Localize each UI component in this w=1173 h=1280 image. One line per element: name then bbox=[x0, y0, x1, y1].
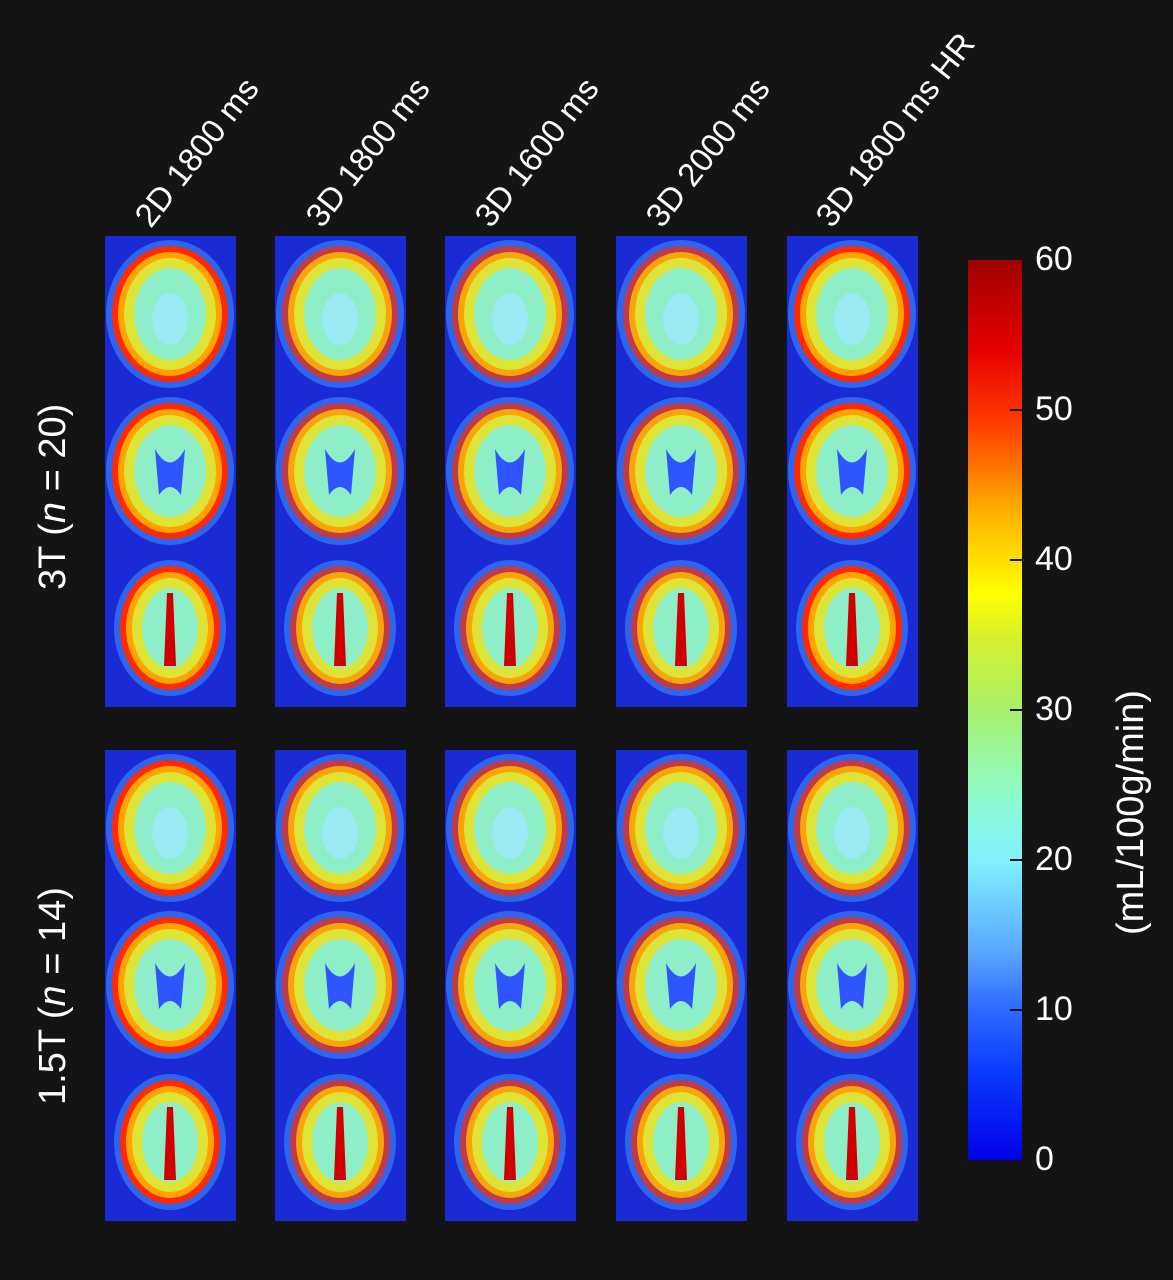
colorbar-tick-label: 30 bbox=[1035, 690, 1073, 728]
slice-middle bbox=[276, 911, 404, 1059]
slice-superior bbox=[284, 560, 396, 696]
slice-superior bbox=[284, 1074, 396, 1210]
brain-slices-image bbox=[276, 240, 404, 696]
slice-middle bbox=[106, 397, 234, 545]
brain-panel-3t-col4 bbox=[616, 236, 747, 707]
slice-superior bbox=[114, 560, 226, 696]
column-header-3d-1800-hr: 3D 1800 ms HR bbox=[808, 25, 982, 234]
colorbar-tick-mark bbox=[1010, 859, 1022, 861]
slice-inferior bbox=[446, 240, 574, 388]
slice-superior bbox=[625, 560, 737, 696]
slice-inferior bbox=[106, 240, 234, 388]
slice-inferior bbox=[106, 754, 234, 902]
brain-panel-3t-col1 bbox=[105, 236, 236, 707]
slice-inferior bbox=[446, 754, 574, 902]
colorbar-tick-label: 60 bbox=[1035, 240, 1073, 278]
column-header-3d-1800: 3D 1800 ms bbox=[298, 70, 437, 234]
colorbar-tick-mark bbox=[1010, 409, 1022, 411]
brain-slices-image bbox=[106, 754, 234, 1210]
slice-middle bbox=[446, 911, 574, 1059]
column-header-2d-1800: 2D 1800 ms bbox=[127, 70, 266, 234]
colorbar-tick-label: 20 bbox=[1035, 840, 1073, 878]
slice-inferior bbox=[788, 240, 916, 388]
colorbar-unit-label: (mL/100g/min) bbox=[1110, 690, 1152, 935]
brain-slices-image bbox=[617, 240, 745, 696]
row-header-3t: 3T (n = 20) bbox=[32, 403, 74, 590]
brain-panel-3t-col2 bbox=[275, 236, 406, 707]
slice-superior bbox=[796, 560, 908, 696]
slice-inferior bbox=[276, 754, 404, 902]
slice-middle bbox=[106, 911, 234, 1059]
column-header-3d-2000: 3D 2000 ms bbox=[638, 70, 777, 234]
slice-middle bbox=[446, 397, 574, 545]
brain-slices-image bbox=[106, 240, 234, 696]
slice-superior bbox=[114, 1074, 226, 1210]
colorbar-tick-label: 50 bbox=[1035, 390, 1073, 428]
brain-slices-image bbox=[446, 240, 574, 696]
row-header-1-5t: 1.5T (n = 14) bbox=[32, 887, 74, 1105]
slice-middle bbox=[617, 911, 745, 1059]
brain-panel-3t-col3 bbox=[445, 236, 576, 707]
brain-panel-1-5t-col5 bbox=[787, 750, 918, 1221]
colorbar-tick-label: 40 bbox=[1035, 540, 1073, 578]
brain-slices-image bbox=[788, 240, 916, 696]
brain-panel-1-5t-col3 bbox=[445, 750, 576, 1221]
colorbar-tick-label: 10 bbox=[1035, 990, 1073, 1028]
slice-superior bbox=[454, 1074, 566, 1210]
slice-inferior bbox=[617, 754, 745, 902]
brain-panel-3t-col5 bbox=[787, 236, 918, 707]
slice-superior bbox=[454, 560, 566, 696]
slice-middle bbox=[788, 397, 916, 545]
brain-panel-1-5t-col4 bbox=[616, 750, 747, 1221]
brain-panel-1-5t-col2 bbox=[275, 750, 406, 1221]
brain-slices-image bbox=[276, 754, 404, 1210]
colorbar-tick-mark bbox=[1010, 709, 1022, 711]
slice-inferior bbox=[276, 240, 404, 388]
slice-middle bbox=[788, 911, 916, 1059]
brain-slices-image bbox=[446, 754, 574, 1210]
brain-panel-1-5t-col1 bbox=[105, 750, 236, 1221]
slice-middle bbox=[276, 397, 404, 545]
colorbar-tick-label: 0 bbox=[1035, 1140, 1054, 1178]
brain-slices-image bbox=[788, 754, 916, 1210]
slice-middle bbox=[617, 397, 745, 545]
brain-slices-image bbox=[617, 754, 745, 1210]
colorbar-tick-mark bbox=[1010, 1009, 1022, 1011]
slice-superior bbox=[796, 1074, 908, 1210]
slice-superior bbox=[625, 1074, 737, 1210]
column-header-3d-1600: 3D 1600 ms bbox=[467, 70, 606, 234]
slice-inferior bbox=[788, 754, 916, 902]
colorbar-tick-mark bbox=[1010, 559, 1022, 561]
slice-inferior bbox=[617, 240, 745, 388]
